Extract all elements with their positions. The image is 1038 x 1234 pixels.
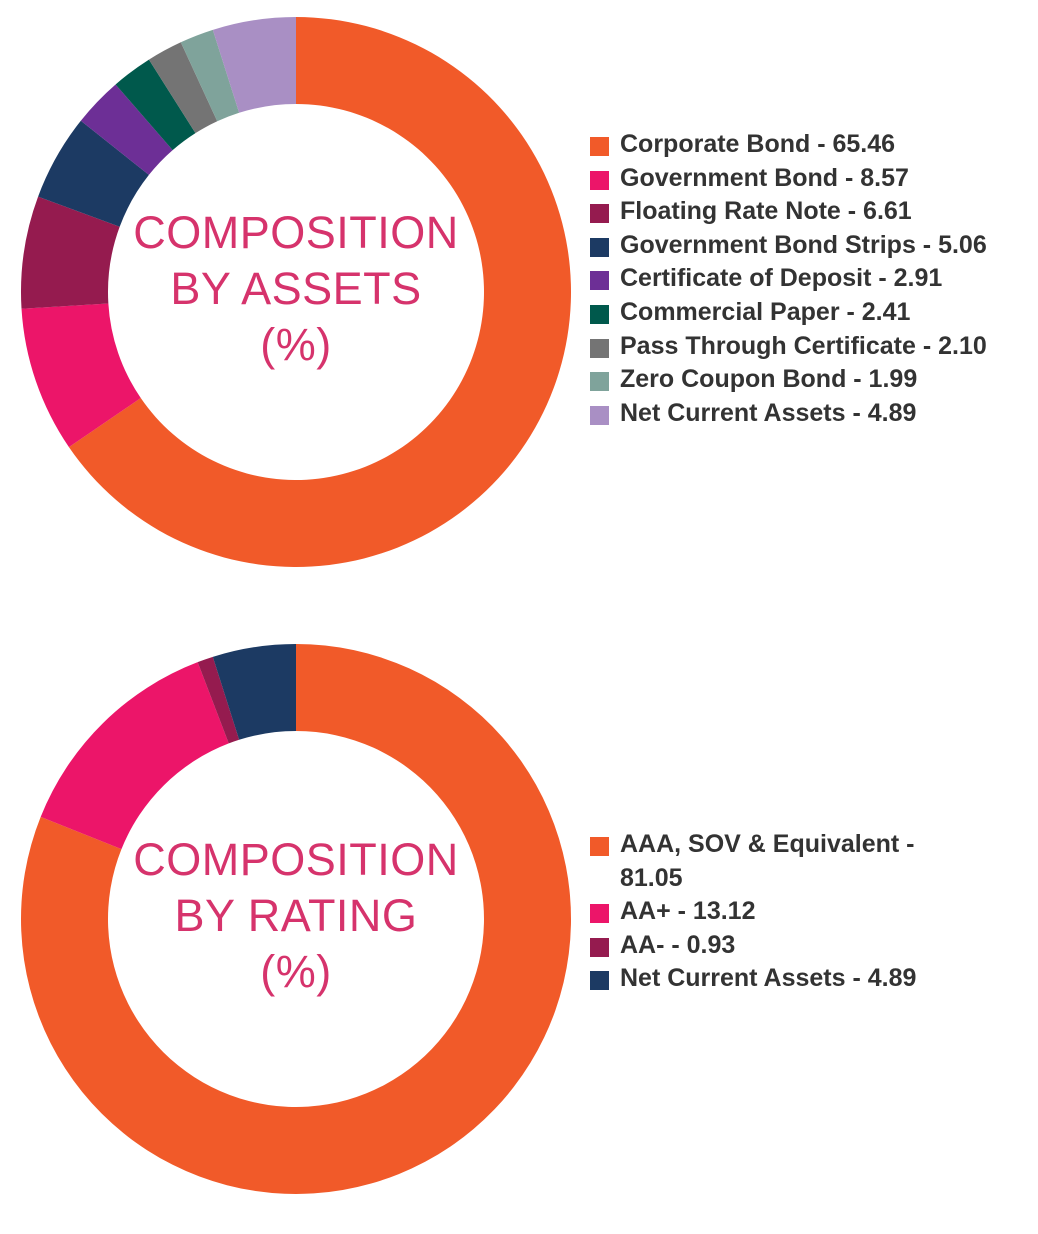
legend-swatch bbox=[590, 971, 609, 991]
legend-label: AA- - 0.93 bbox=[620, 930, 736, 959]
rating-slice-4 bbox=[212, 644, 296, 740]
legend-label: AAA, SOV & Equivalent - 81.05 bbox=[620, 830, 915, 892]
legend-label: Pass Through Certificate - 2.10 bbox=[620, 331, 987, 360]
legend-item: Certificate of Deposit - 2.91 bbox=[590, 262, 1030, 296]
legend-item: AA+ - 13.12 bbox=[590, 895, 950, 929]
rating-slice-2 bbox=[40, 662, 229, 850]
legend-swatch bbox=[590, 338, 609, 358]
legend-swatch bbox=[590, 271, 609, 291]
legend-swatch bbox=[590, 170, 609, 190]
legend-item: AA- - 0.93 bbox=[590, 929, 950, 963]
assets-donut bbox=[20, 17, 571, 567]
assets-slice-5 bbox=[80, 84, 173, 175]
legend-swatch bbox=[590, 937, 609, 957]
legend-swatch bbox=[590, 137, 609, 156]
legend-label: Government Bond Strips - 5.06 bbox=[620, 230, 987, 259]
legend-swatch bbox=[590, 237, 609, 257]
legend-label: Floating Rate Note - 6.61 bbox=[620, 197, 912, 226]
assets-center-title: COMPOSITION BY ASSETS (%) bbox=[96, 205, 496, 373]
legend-label: Certificate of Deposit - 2.91 bbox=[620, 264, 943, 293]
legend-label: Net Current Assets - 4.89 bbox=[620, 398, 917, 427]
assets-slice-9 bbox=[212, 17, 296, 113]
legend-item: Floating Rate Note - 6.61 bbox=[590, 195, 1030, 229]
legend-swatch bbox=[590, 204, 609, 224]
legend-item: Net Current Assets - 4.89 bbox=[590, 397, 1030, 431]
rating-title-line-3: (%) bbox=[260, 946, 332, 997]
assets-title-line-2: BY ASSETS bbox=[170, 263, 422, 314]
legend-label: Net Current Assets - 4.89 bbox=[620, 964, 917, 993]
legend-swatch bbox=[590, 904, 609, 924]
legend-label: Corporate Bond - 65.46 bbox=[620, 130, 896, 158]
legend-swatch bbox=[590, 837, 609, 856]
assets-legend: Corporate Bond - 65.46 Government Bond -… bbox=[590, 128, 1030, 430]
legend-swatch bbox=[590, 372, 609, 392]
legend-swatch bbox=[590, 405, 609, 425]
legend-item: Commercial Paper - 2.41 bbox=[590, 296, 1030, 330]
rating-title-line-1: COMPOSITION bbox=[133, 834, 459, 885]
legend-item: AAA, SOV & Equivalent - 81.05 bbox=[590, 828, 950, 895]
legend-item: Pass Through Certificate - 2.10 bbox=[590, 330, 1030, 364]
rating-donut bbox=[20, 644, 571, 1194]
assets-title-line-1: COMPOSITION bbox=[133, 207, 459, 258]
assets-slice-4 bbox=[38, 120, 149, 227]
legend-item: Net Current Assets - 4.89 bbox=[590, 962, 950, 996]
legend-label: Zero Coupon Bond - 1.99 bbox=[620, 365, 918, 394]
assets-slice-8 bbox=[180, 29, 240, 122]
legend-item: Corporate Bond - 65.46 bbox=[590, 128, 1030, 162]
legend-item: Zero Coupon Bond - 1.99 bbox=[590, 363, 1030, 397]
assets-slice-7 bbox=[148, 42, 218, 134]
legend-item: Government Bond Strips - 5.06 bbox=[590, 229, 1030, 263]
assets-slice-3 bbox=[20, 196, 120, 309]
assets-slice-6 bbox=[115, 59, 196, 151]
rating-slice-1 bbox=[20, 644, 571, 1194]
rating-center-title: COMPOSITION BY RATING (%) bbox=[96, 832, 496, 1000]
legend-item: Government Bond - 8.57 bbox=[590, 162, 1030, 196]
legend-swatch bbox=[590, 304, 609, 324]
legend-label: AA+ - 13.12 bbox=[620, 897, 756, 926]
legend-label: Commercial Paper - 2.41 bbox=[620, 297, 911, 326]
rating-composition-chart: COMPOSITION BY RATING (%) AAA, SOV & Equ… bbox=[0, 630, 1038, 1230]
assets-slice-2 bbox=[21, 303, 141, 448]
rating-title-line-2: BY RATING bbox=[174, 890, 418, 941]
assets-composition-chart: COMPOSITION BY ASSETS (%) Corporate Bond… bbox=[0, 0, 1038, 600]
rating-legend: AAA, SOV & Equivalent - 81.05 AA+ - 13.1… bbox=[590, 828, 950, 996]
assets-slice-1 bbox=[68, 17, 571, 567]
assets-title-line-3: (%) bbox=[260, 319, 332, 370]
legend-label: Government Bond - 8.57 bbox=[620, 163, 909, 192]
rating-slice-3 bbox=[197, 656, 240, 744]
